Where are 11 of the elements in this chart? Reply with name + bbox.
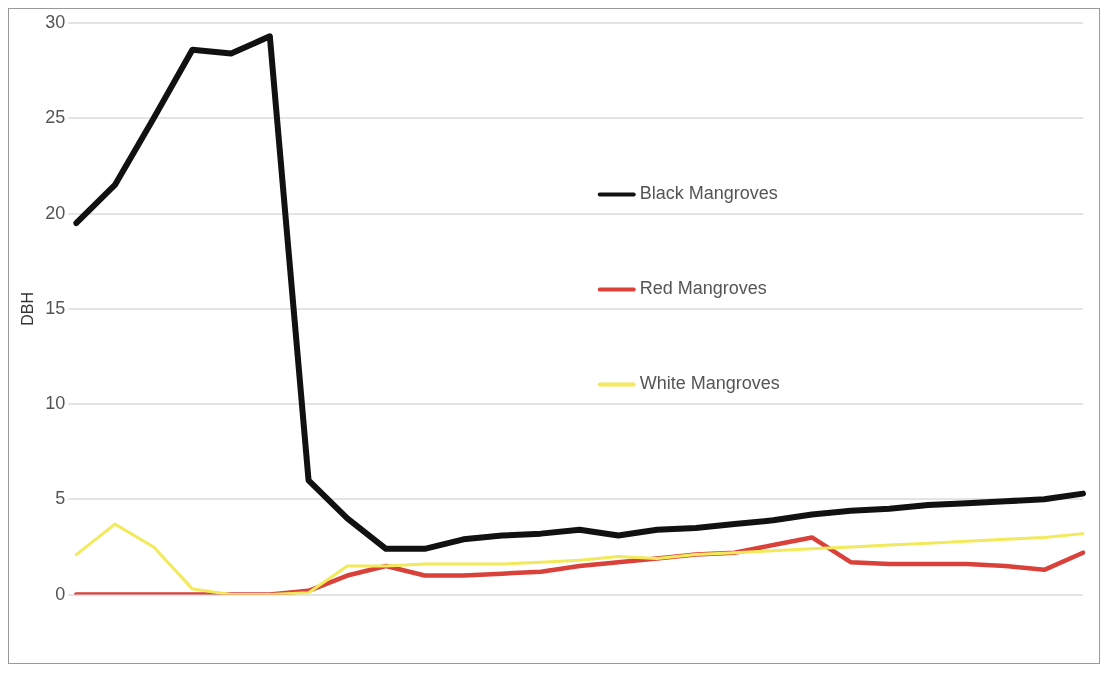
y-tick-label: 10: [45, 393, 66, 414]
y-tick-label: 0: [55, 583, 66, 604]
y-tick-label: 15: [45, 297, 66, 318]
y-tick-label: 25: [45, 107, 66, 128]
y-axis-title: DBH: [19, 291, 37, 326]
legend-label: Black Mangroves: [639, 183, 778, 204]
y-tick-label: 30: [45, 11, 66, 32]
y-tick-label: 5: [55, 488, 66, 509]
legend-label: White Mangroves: [639, 373, 780, 394]
legend-label: Red Mangroves: [639, 278, 767, 299]
y-tick-label: 20: [45, 202, 66, 223]
